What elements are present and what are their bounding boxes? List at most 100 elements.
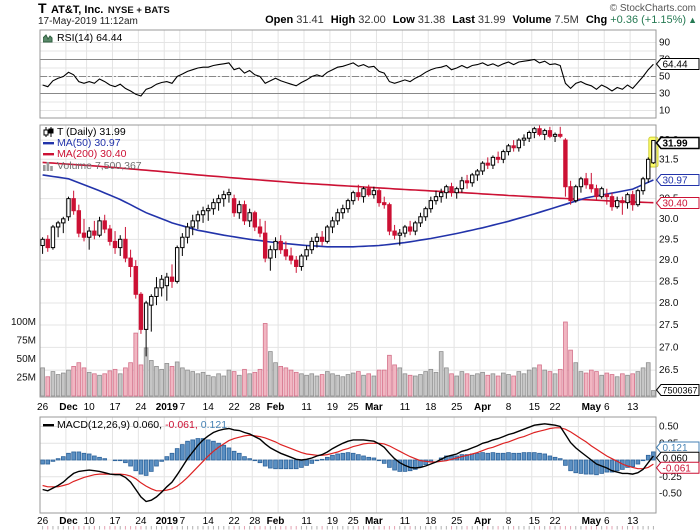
- svg-text:-0.50: -0.50: [659, 489, 682, 500]
- svg-text:25: 25: [451, 516, 463, 527]
- ma50-line: [42, 174, 654, 248]
- svg-text:11: 11: [400, 402, 411, 413]
- svg-text:29.5: 29.5: [659, 234, 679, 245]
- svg-text:13: 13: [627, 402, 639, 413]
- svg-text:29.0: 29.0: [659, 255, 679, 266]
- quote-field-chg: Chg +0.36 (+1.15%) ▲: [585, 14, 697, 26]
- svg-text:11: 11: [301, 516, 312, 527]
- svg-text:7: 7: [180, 516, 186, 527]
- svg-text:0.060: 0.060: [663, 453, 688, 464]
- macd-histogram: [40, 438, 656, 476]
- ticker-symbol: T: [38, 0, 47, 16]
- svg-text:50M: 50M: [17, 354, 36, 365]
- svg-text:10: 10: [84, 516, 96, 527]
- company-name: AT&T, Inc.: [51, 4, 104, 16]
- svg-text:28: 28: [249, 402, 261, 413]
- svg-text:26: 26: [37, 402, 49, 413]
- copyright-text: © StockCharts.com: [609, 3, 696, 14]
- svg-text:19: 19: [327, 402, 339, 413]
- svg-text:28: 28: [249, 516, 261, 527]
- svg-text:28.5: 28.5: [659, 276, 679, 287]
- svg-text:7: 7: [180, 402, 186, 413]
- svg-text:30.97: 30.97: [663, 176, 688, 187]
- svg-text:0.50: 0.50: [659, 422, 679, 433]
- svg-text:Dec: Dec: [59, 516, 78, 527]
- svg-text:90: 90: [659, 38, 671, 49]
- quote-bar: Open 31.41 High 32.00 Low 31.38 Last 31.99 Volum…: [265, 14, 697, 26]
- svg-text:6: 6: [604, 402, 610, 413]
- svg-text:Feb: Feb: [267, 402, 285, 413]
- quote-datetime: 17-May-2019 11:12am: [38, 16, 138, 27]
- macd-line: [42, 423, 654, 503]
- svg-text:24: 24: [135, 516, 147, 527]
- svg-text:30.40: 30.40: [663, 199, 688, 210]
- svg-text:18: 18: [425, 516, 437, 527]
- svg-text:-0.061: -0.061: [663, 463, 692, 474]
- svg-text:14: 14: [203, 402, 215, 413]
- svg-text:30: 30: [659, 89, 671, 100]
- svg-text:22: 22: [229, 516, 241, 527]
- exchange-label: NYSE + BATS: [107, 5, 170, 16]
- quote-field-high: High 32.00: [330, 14, 386, 26]
- svg-text:15: 15: [529, 402, 541, 413]
- header: T AT&T, Inc. NYSE + BATS: [38, 0, 170, 18]
- svg-text:26: 26: [37, 516, 49, 527]
- candlestick-series: [40, 124, 656, 357]
- svg-text:2019: 2019: [156, 402, 179, 413]
- svg-text:64.44: 64.44: [663, 60, 688, 71]
- svg-text:19: 19: [327, 516, 339, 527]
- svg-text:11: 11: [400, 516, 411, 527]
- svg-text:8: 8: [506, 516, 512, 527]
- quote-field-low: Low 31.38: [392, 14, 446, 26]
- svg-text:Feb: Feb: [267, 516, 285, 527]
- svg-text:11: 11: [301, 402, 312, 413]
- svg-text:May: May: [582, 402, 602, 413]
- svg-text:Apr: Apr: [474, 516, 491, 527]
- bottom-tick-strip: [42, 526, 654, 530]
- svg-text:Mar: Mar: [365, 516, 383, 527]
- volume-series: [40, 321, 656, 397]
- svg-text:18: 18: [425, 402, 437, 413]
- svg-text:Dec: Dec: [59, 402, 78, 413]
- svg-text:7500367: 7500367: [663, 386, 698, 396]
- svg-text:0.121: 0.121: [663, 443, 688, 454]
- svg-text:10: 10: [84, 402, 96, 413]
- macd-signal-line: [42, 427, 654, 492]
- svg-text:27.0: 27.0: [659, 342, 679, 353]
- svg-text:25: 25: [348, 516, 360, 527]
- svg-text:30.0: 30.0: [659, 214, 679, 225]
- svg-text:10: 10: [659, 106, 671, 117]
- svg-text:22: 22: [549, 402, 561, 413]
- svg-text:50: 50: [659, 72, 671, 83]
- svg-text:8: 8: [506, 402, 512, 413]
- svg-text:28.0: 28.0: [659, 298, 679, 309]
- svg-text:May: May: [582, 516, 602, 527]
- svg-text:100M: 100M: [11, 317, 36, 328]
- svg-text:-0.25: -0.25: [659, 472, 682, 483]
- ma200-line: [42, 161, 654, 204]
- svg-text:17: 17: [109, 402, 121, 413]
- rsi-panel: 907050301064.44: [39, 29, 700, 119]
- svg-text:15: 15: [529, 516, 541, 527]
- svg-text:25: 25: [348, 402, 360, 413]
- svg-text:27.5: 27.5: [659, 320, 679, 331]
- quote-field-open: Open 31.41: [265, 14, 324, 26]
- svg-text:6: 6: [604, 516, 610, 527]
- svg-text:13: 13: [627, 516, 639, 527]
- svg-text:22: 22: [229, 402, 241, 413]
- macd-x-axis-labels: 26 Dec 10 17 24 2019 7 14 22 28 Feb 11 19 25 Mar 11 18 25…: [37, 516, 639, 527]
- svg-text:Apr: Apr: [474, 402, 491, 413]
- svg-text:17: 17: [109, 516, 121, 527]
- svg-text:Mar: Mar: [365, 402, 383, 413]
- svg-text:2019: 2019: [156, 516, 179, 527]
- rsi-line: [42, 58, 654, 97]
- price-x-axis-labels: 26 Dec 10 17 24 2019 7 14 22 28 Feb 11 19 25 Mar 11 18 25…: [37, 402, 639, 413]
- svg-text:31.5: 31.5: [659, 154, 679, 165]
- svg-text:75M: 75M: [17, 336, 36, 347]
- svg-text:25: 25: [451, 402, 463, 413]
- price-panel: 32.031.531.030.530.029.529.028.528.027.5…: [11, 124, 700, 398]
- svg-text:26.5: 26.5: [659, 365, 679, 376]
